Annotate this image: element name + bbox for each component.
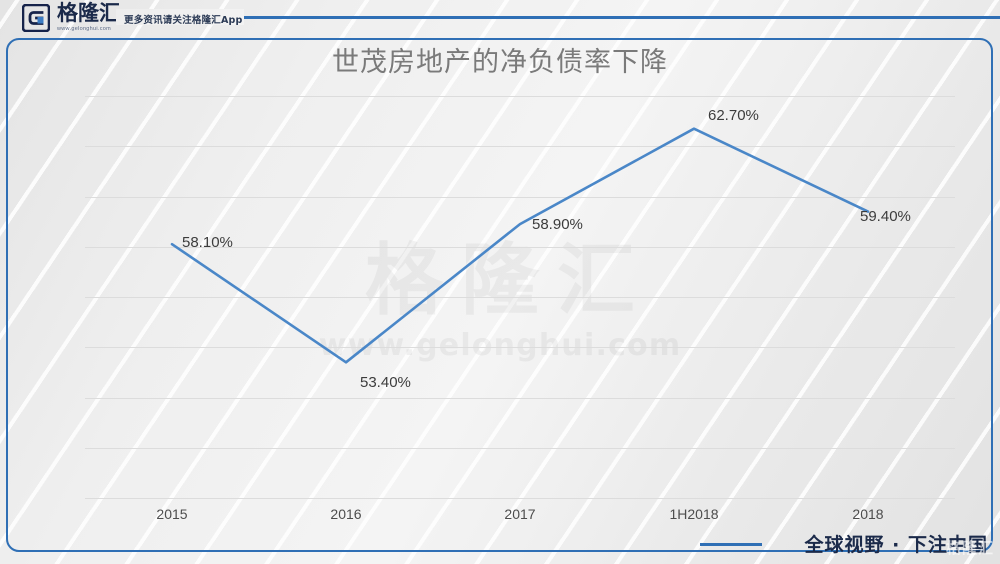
data-point-label: 59.40%	[860, 207, 911, 225]
x-axis-tick-label: 2015	[156, 506, 188, 522]
data-point-label: 58.10%	[182, 234, 233, 252]
data-point-label: 53.40%	[360, 374, 411, 392]
header-divider-rule	[150, 16, 1000, 19]
series-line-chart	[170, 127, 870, 364]
data-point-label: 58.90%	[532, 216, 583, 234]
x-axis-tick-label: 1H2018	[669, 506, 719, 522]
footer-divider-rule	[700, 543, 762, 546]
header-tagline-backdrop	[116, 9, 244, 25]
gridline	[85, 498, 955, 499]
series-polyline	[170, 127, 870, 364]
gridline	[85, 297, 955, 298]
brand-name: 格隆汇	[57, 1, 120, 25]
chart-title: 世茂房地产的净负债率下降	[332, 47, 668, 78]
brand-wordmark: 格隆汇 www.gelonghui.com	[57, 1, 120, 33]
header-tagline: 更多资讯请关注格隆汇App	[124, 15, 243, 26]
x-axis-tick-label: 2017	[504, 506, 536, 522]
gridline	[85, 196, 955, 198]
gelonghui-g-logo-icon	[22, 3, 50, 32]
x-axis-tick-label: 2016	[330, 506, 362, 522]
header-bar: 更多资讯请关注格隆汇App 格隆汇 www.gelonghui.com	[0, 0, 1000, 36]
gridline	[85, 146, 955, 148]
gridline	[85, 96, 955, 97]
x-axis-tick-label: 2018	[852, 506, 884, 522]
chart-plot-area: 64.00%62.00%60.00%58.00%56.00%54.00%52.0…	[85, 96, 955, 522]
gridline	[85, 246, 955, 248]
gridline	[85, 347, 955, 349]
footer-slogan: 全球视野 · 下注中国	[804, 534, 988, 556]
data-point-label: 62.70%	[708, 106, 759, 124]
brand-url: www.gelonghui.com	[57, 26, 112, 32]
brand-logo[interactable]: 格隆汇 www.gelonghui.com	[22, 3, 120, 32]
gridline	[85, 397, 955, 399]
gridline	[85, 447, 955, 449]
